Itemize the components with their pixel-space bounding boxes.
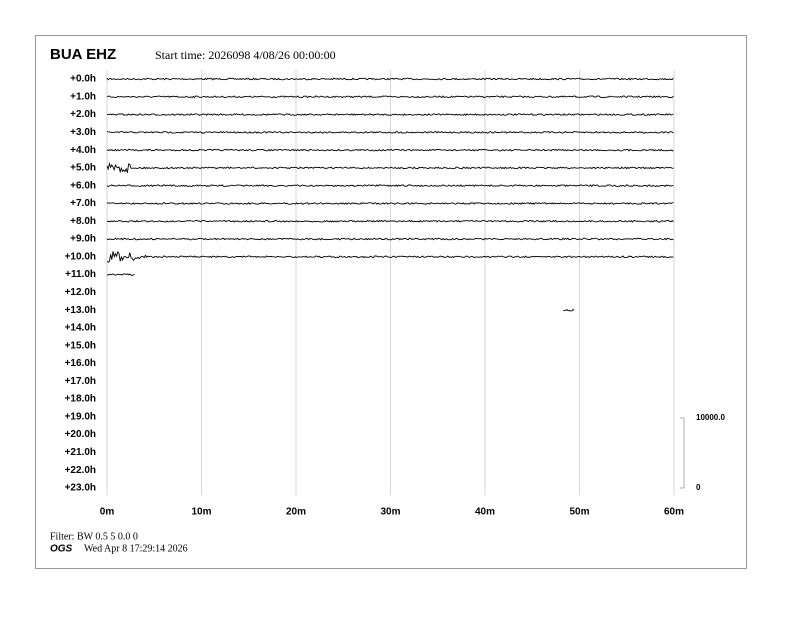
- seismic-trace: [106, 250, 674, 263]
- seismic-trace: [106, 113, 674, 116]
- row-label: +18.0h: [65, 394, 96, 405]
- row-label: +9.0h: [70, 234, 96, 245]
- seismic-trace: [106, 95, 674, 99]
- seismic-trace: [106, 219, 674, 223]
- seismic-trace: [106, 273, 135, 276]
- seismic-trace: [106, 130, 674, 134]
- row-label: +8.0h: [70, 216, 96, 227]
- row-label: +15.0h: [65, 340, 96, 351]
- x-tick-label: 50m: [569, 507, 589, 518]
- chart-title: BUA EHZ: [50, 46, 116, 63]
- seismic-trace: [106, 201, 674, 205]
- row-label: +23.0h: [65, 483, 96, 494]
- seismic-trace: [106, 162, 674, 174]
- row-label: +6.0h: [70, 180, 96, 191]
- x-tick-label: 30m: [380, 507, 400, 518]
- row-label: +0.0h: [70, 74, 96, 85]
- row-label: +19.0h: [65, 411, 96, 422]
- timestamp: Wed Apr 8 17:29:14 2026: [84, 543, 188, 554]
- row-label: +3.0h: [70, 127, 96, 138]
- row-label: +16.0h: [65, 358, 96, 369]
- row-label: +1.0h: [70, 91, 96, 102]
- filter-label: Filter: BW 0.5 5 0.0 0: [50, 531, 138, 542]
- row-label: +5.0h: [70, 163, 96, 174]
- chart-subtitle: Start time: 2026098 4/08/26 00:00:00: [155, 48, 336, 62]
- x-tick-label: 40m: [475, 507, 495, 518]
- seismic-trace: [563, 309, 575, 312]
- row-label: +17.0h: [65, 376, 96, 387]
- seismic-trace: [106, 77, 674, 81]
- frame: [35, 35, 747, 569]
- row-label: +21.0h: [65, 447, 96, 458]
- row-label: +13.0h: [65, 305, 96, 316]
- row-label: +11.0h: [65, 269, 96, 280]
- scale-label: 0: [696, 483, 701, 492]
- x-tick-label: 60m: [664, 507, 684, 518]
- row-label: +4.0h: [70, 145, 96, 156]
- row-label: +10.0h: [65, 251, 96, 262]
- organization: OGS: [50, 544, 73, 555]
- seismic-trace: [106, 184, 674, 188]
- traces: [106, 77, 674, 312]
- x-tick-label: 0m: [100, 507, 115, 518]
- row-label: +2.0h: [70, 109, 96, 120]
- row-label: +14.0h: [65, 323, 96, 334]
- x-tick-label: 20m: [286, 507, 306, 518]
- scale-label: 10000.0: [696, 413, 725, 422]
- grid: [106, 70, 675, 495]
- row-label: +20.0h: [65, 429, 96, 440]
- seismic-trace: [106, 237, 674, 241]
- row-label: +7.0h: [70, 198, 96, 209]
- row-label: +12.0h: [65, 287, 96, 298]
- seismic-trace: [106, 148, 674, 152]
- x-tick-label: 10m: [191, 507, 211, 518]
- row-label: +22.0h: [65, 465, 96, 476]
